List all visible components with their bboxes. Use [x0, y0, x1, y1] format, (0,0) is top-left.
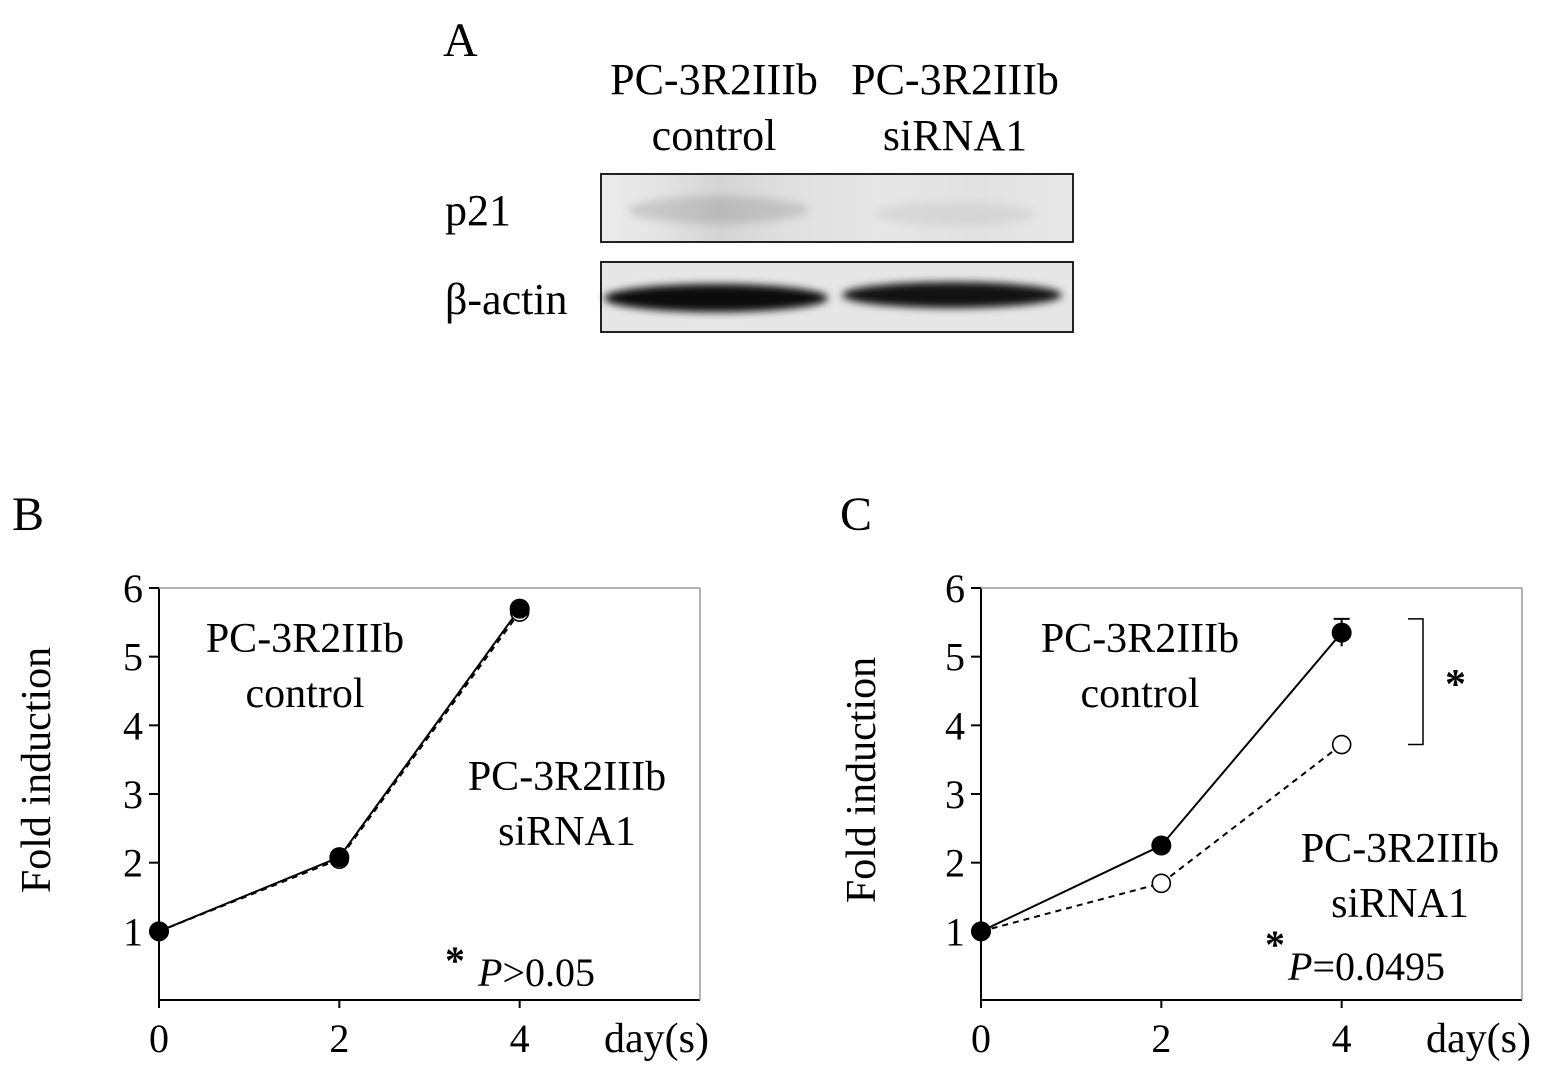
p-value-star: *	[1265, 922, 1285, 967]
lane-label-sirna-line1: PC-3R2IIIb	[851, 55, 1059, 104]
label-sirna-line2: siRNA1	[1331, 881, 1469, 927]
data-point-control	[1331, 622, 1352, 643]
x-tick-label: 0	[971, 1016, 991, 1061]
y-tick-label: 2	[123, 841, 143, 886]
label-sirna-line1: PC-3R2IIIb	[1301, 826, 1499, 872]
p-value: >0.05	[502, 950, 595, 995]
y-tick-label: 1	[123, 909, 143, 954]
x-tick-label: 2	[329, 1016, 349, 1061]
p-value-text: P>0.05	[477, 950, 595, 995]
band-p21-sirna	[875, 202, 1035, 226]
data-point-sirna	[1331, 734, 1352, 755]
label-control-line1: PC-3R2IIIb	[206, 616, 404, 662]
lane-label-control-line2: control	[652, 111, 777, 160]
x-axis-label: day(s)	[604, 1016, 709, 1062]
y-tick-label: 5	[945, 635, 965, 680]
label-control-line2: control	[246, 671, 365, 717]
x-tick-label: 4	[510, 1016, 530, 1061]
y-tick-label: 5	[123, 635, 143, 680]
blot-strip-p21	[600, 173, 1074, 243]
p-symbol: P	[1287, 944, 1312, 989]
y-tick-label: 2	[945, 841, 965, 886]
y-axis-label: Fold induction	[839, 657, 885, 903]
chart-b: 1 2 3 4 5 6 0 2 4 Fold induction day(s) PC-3R2II…	[14, 566, 709, 1062]
lane-label-sirna-line2: siRNA1	[883, 111, 1027, 160]
blot-strip-actin	[600, 261, 1074, 333]
y-tick-label: 4	[123, 703, 143, 748]
y-tick-label: 3	[945, 772, 965, 817]
y-tick-label: 4	[945, 703, 965, 748]
p-value: =0.0495	[1312, 944, 1445, 989]
panel-letter-a: A	[443, 14, 478, 67]
x-tick-label: 2	[1151, 1016, 1171, 1061]
label-sirna-line2: siRNA1	[498, 809, 636, 855]
data-point-control	[509, 598, 530, 619]
data-point-control	[329, 847, 350, 868]
significance-bracket	[1408, 618, 1424, 746]
y-axis-label: Fold induction	[14, 647, 60, 893]
data-point-sirna	[1151, 873, 1172, 894]
x-tick-label: 0	[149, 1016, 169, 1061]
p-value-star: *	[445, 938, 465, 983]
p-value-text: P=0.0495	[1287, 944, 1445, 989]
panel-letter-c: C	[840, 488, 872, 541]
band-actin-sirna	[842, 282, 1062, 308]
x-tick-label: 4	[1332, 1016, 1352, 1061]
x-axis-label: day(s)	[1426, 1016, 1531, 1062]
p-symbol: P	[477, 950, 502, 995]
blot-row-label-actin: β-actin	[445, 275, 568, 324]
y-tick-label: 6	[123, 566, 143, 611]
chart-c: 1 2 3 4 5 6 0 2 4 Fold induction day(s) PC-3R2II…	[839, 566, 1531, 1062]
label-control-line2: control	[1081, 671, 1200, 717]
band-p21-control	[628, 196, 808, 224]
data-point-control	[971, 921, 991, 942]
band-actin-control	[604, 284, 828, 312]
label-control-line1: PC-3R2IIIb	[1041, 616, 1239, 662]
blot-row-label-p21: p21	[445, 186, 511, 235]
data-point-control	[149, 921, 169, 942]
label-sirna-line1: PC-3R2IIIb	[468, 754, 666, 800]
y-tick-label: 1	[945, 909, 965, 954]
panel-letter-b: B	[12, 488, 44, 541]
y-tick-label: 6	[945, 566, 965, 611]
significance-star: *	[1445, 662, 1466, 708]
y-tick-label: 3	[123, 772, 143, 817]
data-point-control	[1151, 835, 1172, 856]
lane-label-control-line1: PC-3R2IIIb	[610, 55, 818, 104]
series-line-sirna	[158, 611, 521, 933]
